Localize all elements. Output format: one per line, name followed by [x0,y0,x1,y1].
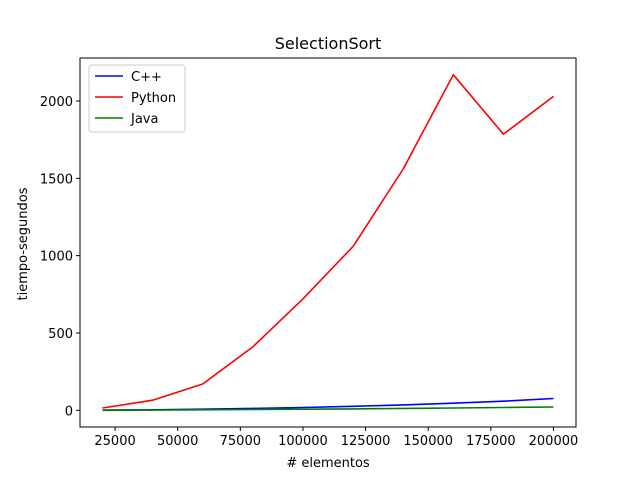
x-axis-label: # elementos [286,456,370,471]
legend-label: Java [130,112,158,127]
x-tick-label: 75000 [220,434,261,449]
y-axis-label: tiempo-segundos [16,187,31,300]
x-tick-label: 175000 [466,434,516,449]
series-line-java [102,406,554,412]
x-tick-label: 150000 [403,434,453,449]
y-tick-label: 1500 [40,172,73,187]
legend-label: Python [131,91,176,106]
legend-label: C++ [131,70,162,85]
chart-title: SelectionSort [275,34,382,53]
legend: C++ Python Java [88,64,186,133]
y-tick-label: 500 [48,327,73,342]
y-tick-label: 2000 [40,95,73,110]
plot-frame [79,57,577,428]
legend-box [88,64,186,133]
y-axis: 0 500 1000 1500 2000 [40,95,80,419]
y-tick-label: 1000 [40,250,73,265]
x-axis: 25000 50000 75000 100000 125000 150000 175000 2… [94,427,578,449]
y-tick-label: 0 [65,404,73,419]
x-tick-label: 125000 [341,434,391,449]
series-line-python [102,73,554,409]
x-tick-label: 200000 [529,434,579,449]
x-tick-label: 50000 [157,434,198,449]
x-tick-label: 25000 [94,434,135,449]
x-tick-label: 100000 [278,434,328,449]
plot-area [102,73,554,412]
